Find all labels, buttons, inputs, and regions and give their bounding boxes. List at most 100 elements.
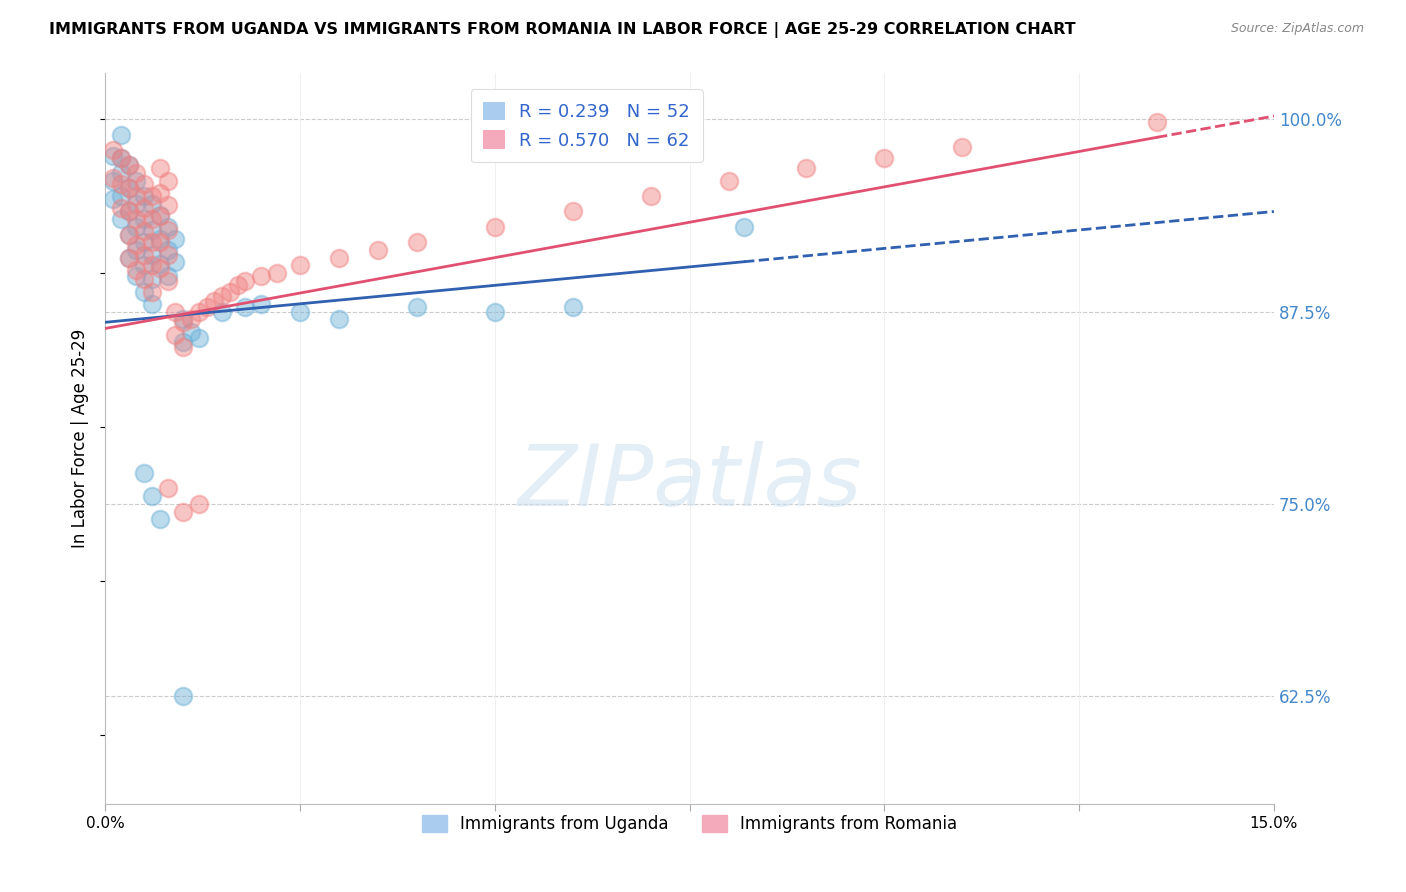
Point (125, 269, 148, 284)
Point (101, 143, 124, 157)
Point (226, 278, 249, 293)
Point (141, 272, 163, 286)
Point (125, 238, 148, 252)
Point (156, 247, 179, 261)
Point (141, 247, 163, 261)
Point (101, 149, 124, 163)
Point (250, 297, 273, 311)
Point (134, 235, 156, 250)
Point (134, 247, 156, 261)
Point (125, 196, 148, 211)
Point (873, 151, 896, 165)
Point (110, 151, 132, 165)
Point (172, 335, 194, 350)
Point (125, 189, 148, 203)
Point (125, 174, 148, 188)
Point (187, 331, 209, 345)
Point (172, 505, 194, 519)
Point (266, 266, 288, 280)
Point (172, 690, 194, 704)
Point (134, 189, 156, 203)
Point (110, 177, 132, 191)
Point (235, 300, 257, 314)
Point (141, 489, 163, 503)
Point (328, 312, 350, 326)
Point (180, 312, 202, 326)
Point (288, 304, 311, 318)
Point (165, 327, 187, 342)
Point (117, 227, 139, 242)
Point (117, 158, 139, 172)
Point (134, 285, 156, 299)
Point (141, 223, 163, 237)
Point (110, 212, 132, 227)
Point (117, 181, 139, 195)
Point (156, 198, 179, 212)
Legend: Immigrants from Uganda, Immigrants from Romania: Immigrants from Uganda, Immigrants from … (415, 808, 965, 839)
Point (640, 189, 662, 203)
Point (117, 204, 139, 219)
Point (141, 285, 163, 299)
Point (110, 189, 132, 203)
Point (156, 219, 179, 234)
Point (1146, 115, 1168, 129)
Point (134, 258, 156, 272)
Point (202, 293, 225, 308)
Point (218, 285, 240, 299)
Point (149, 186, 172, 200)
Point (110, 202, 132, 216)
Point (328, 251, 350, 265)
Point (149, 257, 172, 271)
Point (117, 181, 139, 195)
Point (134, 202, 156, 216)
Point (796, 161, 818, 176)
Point (367, 243, 389, 257)
Point (484, 219, 506, 234)
Point (141, 196, 163, 211)
Point (125, 263, 148, 277)
Point (717, 174, 740, 188)
Point (125, 212, 148, 227)
Point (149, 208, 172, 222)
Text: Source: ZipAtlas.com: Source: ZipAtlas.com (1230, 22, 1364, 36)
Y-axis label: In Labor Force | Age 25-29: In Labor Force | Age 25-29 (72, 329, 89, 548)
Point (405, 300, 427, 314)
Point (141, 189, 163, 203)
Point (117, 251, 139, 265)
Point (134, 225, 156, 239)
Point (117, 227, 139, 242)
Point (156, 269, 179, 284)
Point (149, 261, 172, 276)
Point (134, 212, 156, 227)
Point (211, 304, 233, 318)
Point (149, 232, 172, 246)
Point (484, 304, 506, 318)
Point (165, 232, 187, 246)
Point (156, 482, 179, 496)
Point (101, 170, 124, 185)
Point (125, 243, 148, 257)
Point (149, 235, 172, 250)
Point (195, 300, 218, 314)
Point (405, 235, 427, 250)
Point (156, 174, 179, 188)
Point (187, 304, 209, 318)
Point (110, 128, 132, 142)
Point (172, 340, 194, 354)
Point (134, 177, 156, 191)
Point (165, 304, 187, 318)
Point (250, 269, 273, 284)
Point (141, 258, 163, 272)
Point (141, 212, 163, 227)
Point (187, 497, 209, 511)
Point (950, 140, 973, 154)
Text: IMMIGRANTS FROM UGANDA VS IMMIGRANTS FROM ROMANIA IN LABOR FORCE | AGE 25-29 COR: IMMIGRANTS FROM UGANDA VS IMMIGRANTS FRO… (49, 22, 1076, 38)
Point (141, 297, 163, 311)
Point (156, 274, 179, 288)
Point (149, 512, 172, 526)
Point (117, 251, 139, 265)
Point (149, 161, 172, 176)
Point (117, 158, 139, 172)
Point (561, 204, 583, 219)
Point (101, 192, 124, 206)
